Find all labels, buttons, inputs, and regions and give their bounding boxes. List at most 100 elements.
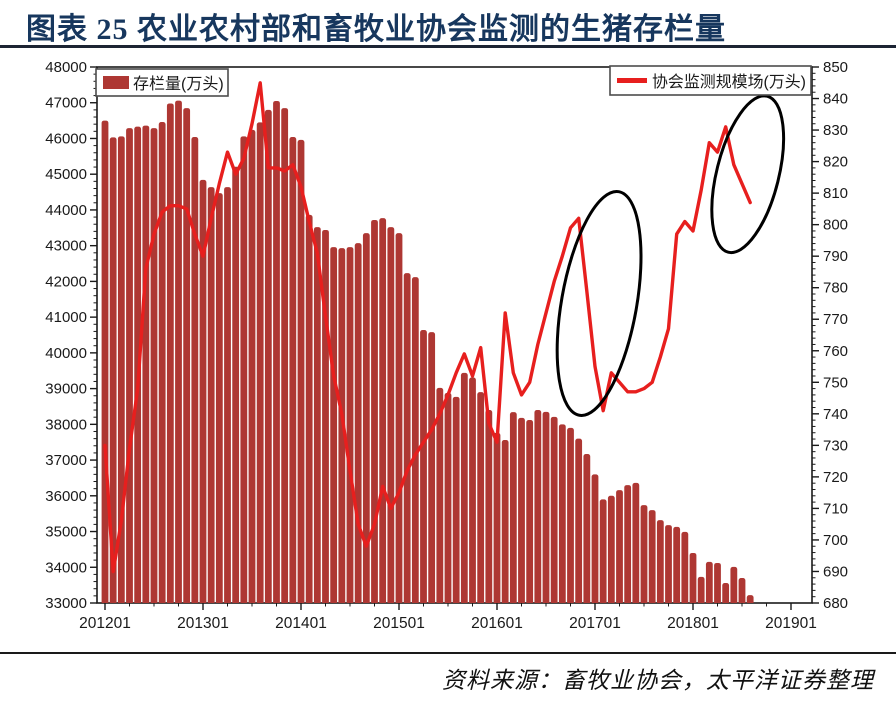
y-axis-right: 850 840 830 820 810 800 790 780 770 760 750 740 730 7… — [812, 59, 848, 612]
bar — [411, 277, 419, 603]
bar — [420, 329, 427, 603]
bar — [640, 505, 648, 603]
bar — [436, 387, 444, 603]
bar — [166, 103, 174, 603]
bar — [665, 525, 672, 603]
bar — [117, 136, 125, 603]
bar — [175, 100, 182, 603]
bar — [232, 166, 240, 603]
legend-label: 协会监测规模场(万头) — [652, 73, 806, 91]
annotation-ellipse-2 — [710, 94, 786, 255]
y-axis-right-tick-label: 740 — [823, 406, 848, 423]
bar — [305, 214, 313, 603]
bar — [705, 561, 713, 603]
y-axis-right-tick-label: 750 — [823, 374, 848, 391]
bar — [387, 227, 395, 603]
bar — [591, 474, 599, 603]
bar — [738, 577, 746, 603]
x-axis-tick-label: 201301 — [177, 615, 229, 632]
bar-series-inventory — [101, 100, 754, 603]
bar — [444, 392, 452, 603]
bar — [746, 595, 754, 603]
y-axis-right-tick-label: 690 — [823, 563, 848, 580]
bar — [632, 482, 640, 603]
bar — [240, 136, 248, 603]
y-axis-left: 48000 47000 46000 45000 44000 43000 42000 41000… — [45, 59, 97, 612]
bar — [354, 243, 362, 603]
bar — [248, 129, 256, 603]
bar — [656, 520, 664, 603]
bar — [558, 424, 566, 603]
y-axis-right-tick-label: 770 — [823, 311, 848, 328]
bar — [648, 510, 656, 603]
bar — [256, 122, 264, 603]
bar — [452, 396, 460, 603]
bar — [191, 137, 199, 603]
bar — [428, 332, 436, 603]
y-axis-right-tick-label: 730 — [823, 437, 848, 454]
y-axis-left-tick-label: 46000 — [45, 130, 87, 147]
y-axis-right-tick-label: 840 — [823, 91, 848, 108]
bar — [101, 120, 109, 603]
y-axis-left-tick-label: 43000 — [45, 238, 87, 255]
bar — [526, 420, 534, 603]
bar — [199, 179, 207, 603]
bar — [730, 566, 738, 603]
y-axis-left-tick-label: 45000 — [45, 166, 87, 183]
bar — [371, 219, 378, 603]
y-axis-left-tick-label: 34000 — [45, 559, 87, 576]
legend-label: 存栏量(万头) — [133, 75, 224, 93]
bar — [567, 427, 574, 603]
y-axis-left-tick-label: 48000 — [45, 59, 87, 76]
y-axis-left-tick-label: 33000 — [45, 595, 87, 612]
bar — [714, 562, 721, 603]
bar — [264, 109, 272, 603]
y-axis-left-tick-label: 47000 — [45, 95, 87, 112]
y-axis-left-tick-label: 39000 — [45, 381, 87, 398]
y-axis-right-tick-label: 710 — [823, 500, 848, 517]
bar — [150, 128, 158, 603]
bar — [289, 137, 297, 603]
bar — [346, 247, 354, 603]
legend-inventory: 存栏量(万头) — [95, 68, 229, 97]
y-axis-right-tick-label: 720 — [823, 469, 848, 486]
bar — [273, 100, 280, 603]
y-axis-right-tick-label: 850 — [823, 59, 848, 76]
y-axis-left-tick-label: 44000 — [45, 202, 87, 219]
y-axis-left-tick-label: 41000 — [45, 309, 87, 326]
y-axis-left-tick-label: 35000 — [45, 524, 87, 541]
bar — [599, 499, 607, 603]
bar — [469, 377, 476, 603]
bar — [395, 233, 403, 603]
legend-line-swatch — [617, 78, 647, 83]
x-axis-tick-label: 201501 — [373, 615, 425, 632]
y-axis-left-tick-label: 40000 — [45, 345, 87, 362]
bar — [542, 411, 550, 603]
x-axis-tick-label: 201901 — [765, 615, 817, 632]
bar — [330, 247, 338, 603]
figure-source: 资料来源：畜牧业协会，太平洋证券整理 — [442, 668, 874, 693]
bar — [142, 125, 150, 603]
y-axis-left-tick-label: 38000 — [45, 416, 87, 433]
bar — [550, 416, 558, 603]
y-axis-right-tick-label: 700 — [823, 532, 848, 549]
bar — [575, 438, 583, 603]
bar — [109, 137, 117, 603]
legend-bar-swatch — [103, 76, 129, 89]
bar — [583, 453, 591, 603]
bar — [362, 233, 370, 603]
figure-title: 图表 25 农业农村部和畜牧业协会监测的生猪存栏量 — [26, 13, 726, 46]
bar — [207, 187, 215, 603]
x-axis-tick-label: 201801 — [667, 615, 719, 632]
bar — [607, 495, 615, 603]
y-axis-right-tick-label: 680 — [823, 595, 848, 612]
bar — [673, 526, 681, 603]
y-axis-left-tick-label: 37000 — [45, 452, 87, 469]
title-rule — [0, 45, 896, 48]
bar — [518, 417, 525, 603]
y-axis-right-tick-label: 830 — [823, 122, 848, 139]
bar — [722, 582, 730, 603]
bar — [477, 392, 485, 603]
